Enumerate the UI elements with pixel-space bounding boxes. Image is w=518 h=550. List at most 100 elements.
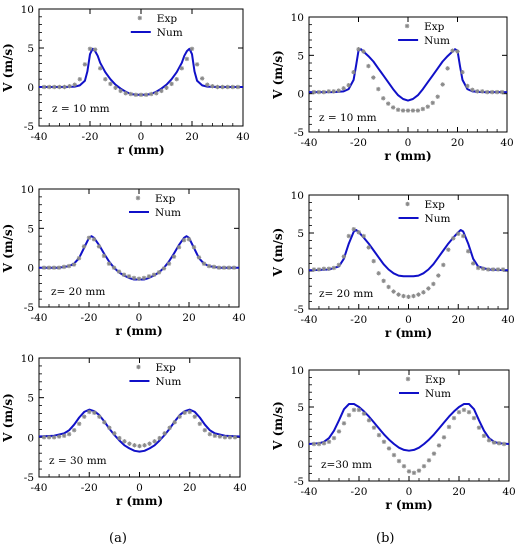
exp-point — [187, 409, 192, 415]
exp-point — [77, 421, 82, 427]
exp-point — [331, 89, 336, 94]
legend-num-label: Num — [155, 376, 181, 388]
legend-exp-label: Exp — [157, 13, 178, 25]
exp-point — [76, 256, 82, 261]
exp-point — [86, 235, 92, 240]
legend: Exp Num — [129, 193, 181, 219]
exp-point — [56, 434, 62, 439]
y-tick-label: -5 — [294, 304, 304, 316]
x-tick-label: -40 — [31, 312, 48, 324]
legend-num-label: Num — [155, 207, 181, 219]
exp-point — [167, 425, 172, 431]
exp-point — [113, 85, 118, 90]
exp-point — [189, 46, 195, 51]
exp-point — [123, 91, 128, 96]
legend-exp-marker — [136, 364, 141, 370]
exp-point — [147, 441, 152, 446]
exp-point — [391, 452, 397, 458]
y-tick-label: 10 — [21, 184, 34, 196]
exp-point — [431, 451, 437, 456]
exp-point — [126, 274, 132, 279]
exp-point — [182, 410, 187, 415]
exp-point — [356, 47, 361, 52]
exp-point — [311, 267, 317, 272]
exp-point — [446, 424, 452, 430]
exp-point — [201, 261, 207, 266]
exp-point — [235, 84, 241, 90]
exp-point — [461, 407, 467, 413]
legend-exp-label: Exp — [155, 362, 176, 374]
chart-b1: -5 0 5 10 -40 -20 0 20 40 r (mm) V (m/s) Exp Num z = … — [271, 12, 514, 163]
exp-point — [406, 294, 411, 300]
x-tick-label: 40 — [232, 312, 245, 324]
exp-point — [143, 92, 149, 97]
exp-point — [166, 261, 172, 266]
x-axis-label: r (mm) — [116, 494, 163, 508]
chart-b2: -5 0 5 10 -40 -20 0 20 40 r (mm) V (m/s) Exp Num z= 2… — [271, 190, 515, 340]
height-note: z= 20 mm — [319, 288, 373, 300]
exp-point — [77, 77, 82, 82]
y-tick-label: 10 — [291, 365, 304, 377]
y-tick-label: 5 — [27, 393, 34, 405]
exp-point — [227, 435, 233, 440]
exp-point — [186, 237, 192, 242]
exp-point — [341, 86, 346, 91]
legend-exp-label: Exp — [425, 199, 446, 211]
exp-point — [47, 84, 52, 90]
legend: Exp Num — [398, 21, 450, 47]
exp-point — [480, 89, 485, 94]
exp-point — [326, 89, 331, 94]
exp-point — [171, 254, 177, 259]
exp-point — [386, 101, 391, 106]
legend-exp-marker — [404, 23, 410, 29]
exp-point — [221, 265, 227, 270]
exp-point — [456, 409, 462, 415]
exp-point — [341, 421, 347, 426]
exp-point — [446, 247, 451, 252]
y-axis-label: V (m/s) — [1, 393, 15, 443]
y-axis-label: V (m/s) — [271, 228, 285, 278]
exp-point — [98, 66, 103, 71]
legend-exp-label: Exp — [424, 21, 445, 33]
y-tick-label: 5 — [297, 50, 304, 62]
exp-point — [112, 431, 117, 436]
exp-point — [499, 89, 505, 95]
exp-point — [172, 420, 177, 425]
exp-point — [420, 106, 426, 112]
y-axis-label: V (m/s) — [271, 401, 285, 451]
exp-point — [405, 108, 411, 113]
exp-point — [351, 227, 356, 232]
exp-point — [486, 438, 492, 443]
exp-point — [336, 429, 342, 434]
exp-point — [489, 89, 495, 95]
exp-point — [207, 431, 213, 437]
exp-point — [107, 425, 112, 431]
exp-point — [311, 89, 317, 95]
x-tick-label: -20 — [351, 486, 368, 498]
x-tick-label: 0 — [138, 131, 145, 143]
exp-point — [211, 264, 217, 270]
exp-point — [226, 265, 232, 270]
exp-point — [41, 435, 47, 440]
exp-point — [386, 284, 391, 290]
y-tick-label: -5 — [294, 476, 304, 488]
series-line-num — [39, 235, 239, 281]
chart-b3: -5 0 5 10 -40 -20 0 20 40 r (mm) V (m/s) Exp Num z=30… — [271, 365, 516, 512]
exp-point — [466, 249, 471, 254]
exp-point — [197, 421, 202, 427]
legend-exp-marker — [405, 376, 411, 382]
exp-point — [371, 425, 377, 430]
exp-point — [101, 253, 107, 259]
y-tick-label: 10 — [21, 353, 34, 365]
exp-point — [381, 278, 386, 284]
exp-point — [416, 468, 422, 473]
x-tick-label: -20 — [81, 482, 98, 494]
exp-point — [361, 49, 366, 54]
exp-point — [425, 104, 430, 109]
exp-point — [386, 446, 392, 451]
exp-point — [481, 433, 487, 439]
exp-point — [51, 265, 57, 270]
exp-point — [121, 272, 127, 277]
exp-point — [161, 266, 167, 271]
y-axis-label: V (m/s) — [271, 50, 285, 100]
